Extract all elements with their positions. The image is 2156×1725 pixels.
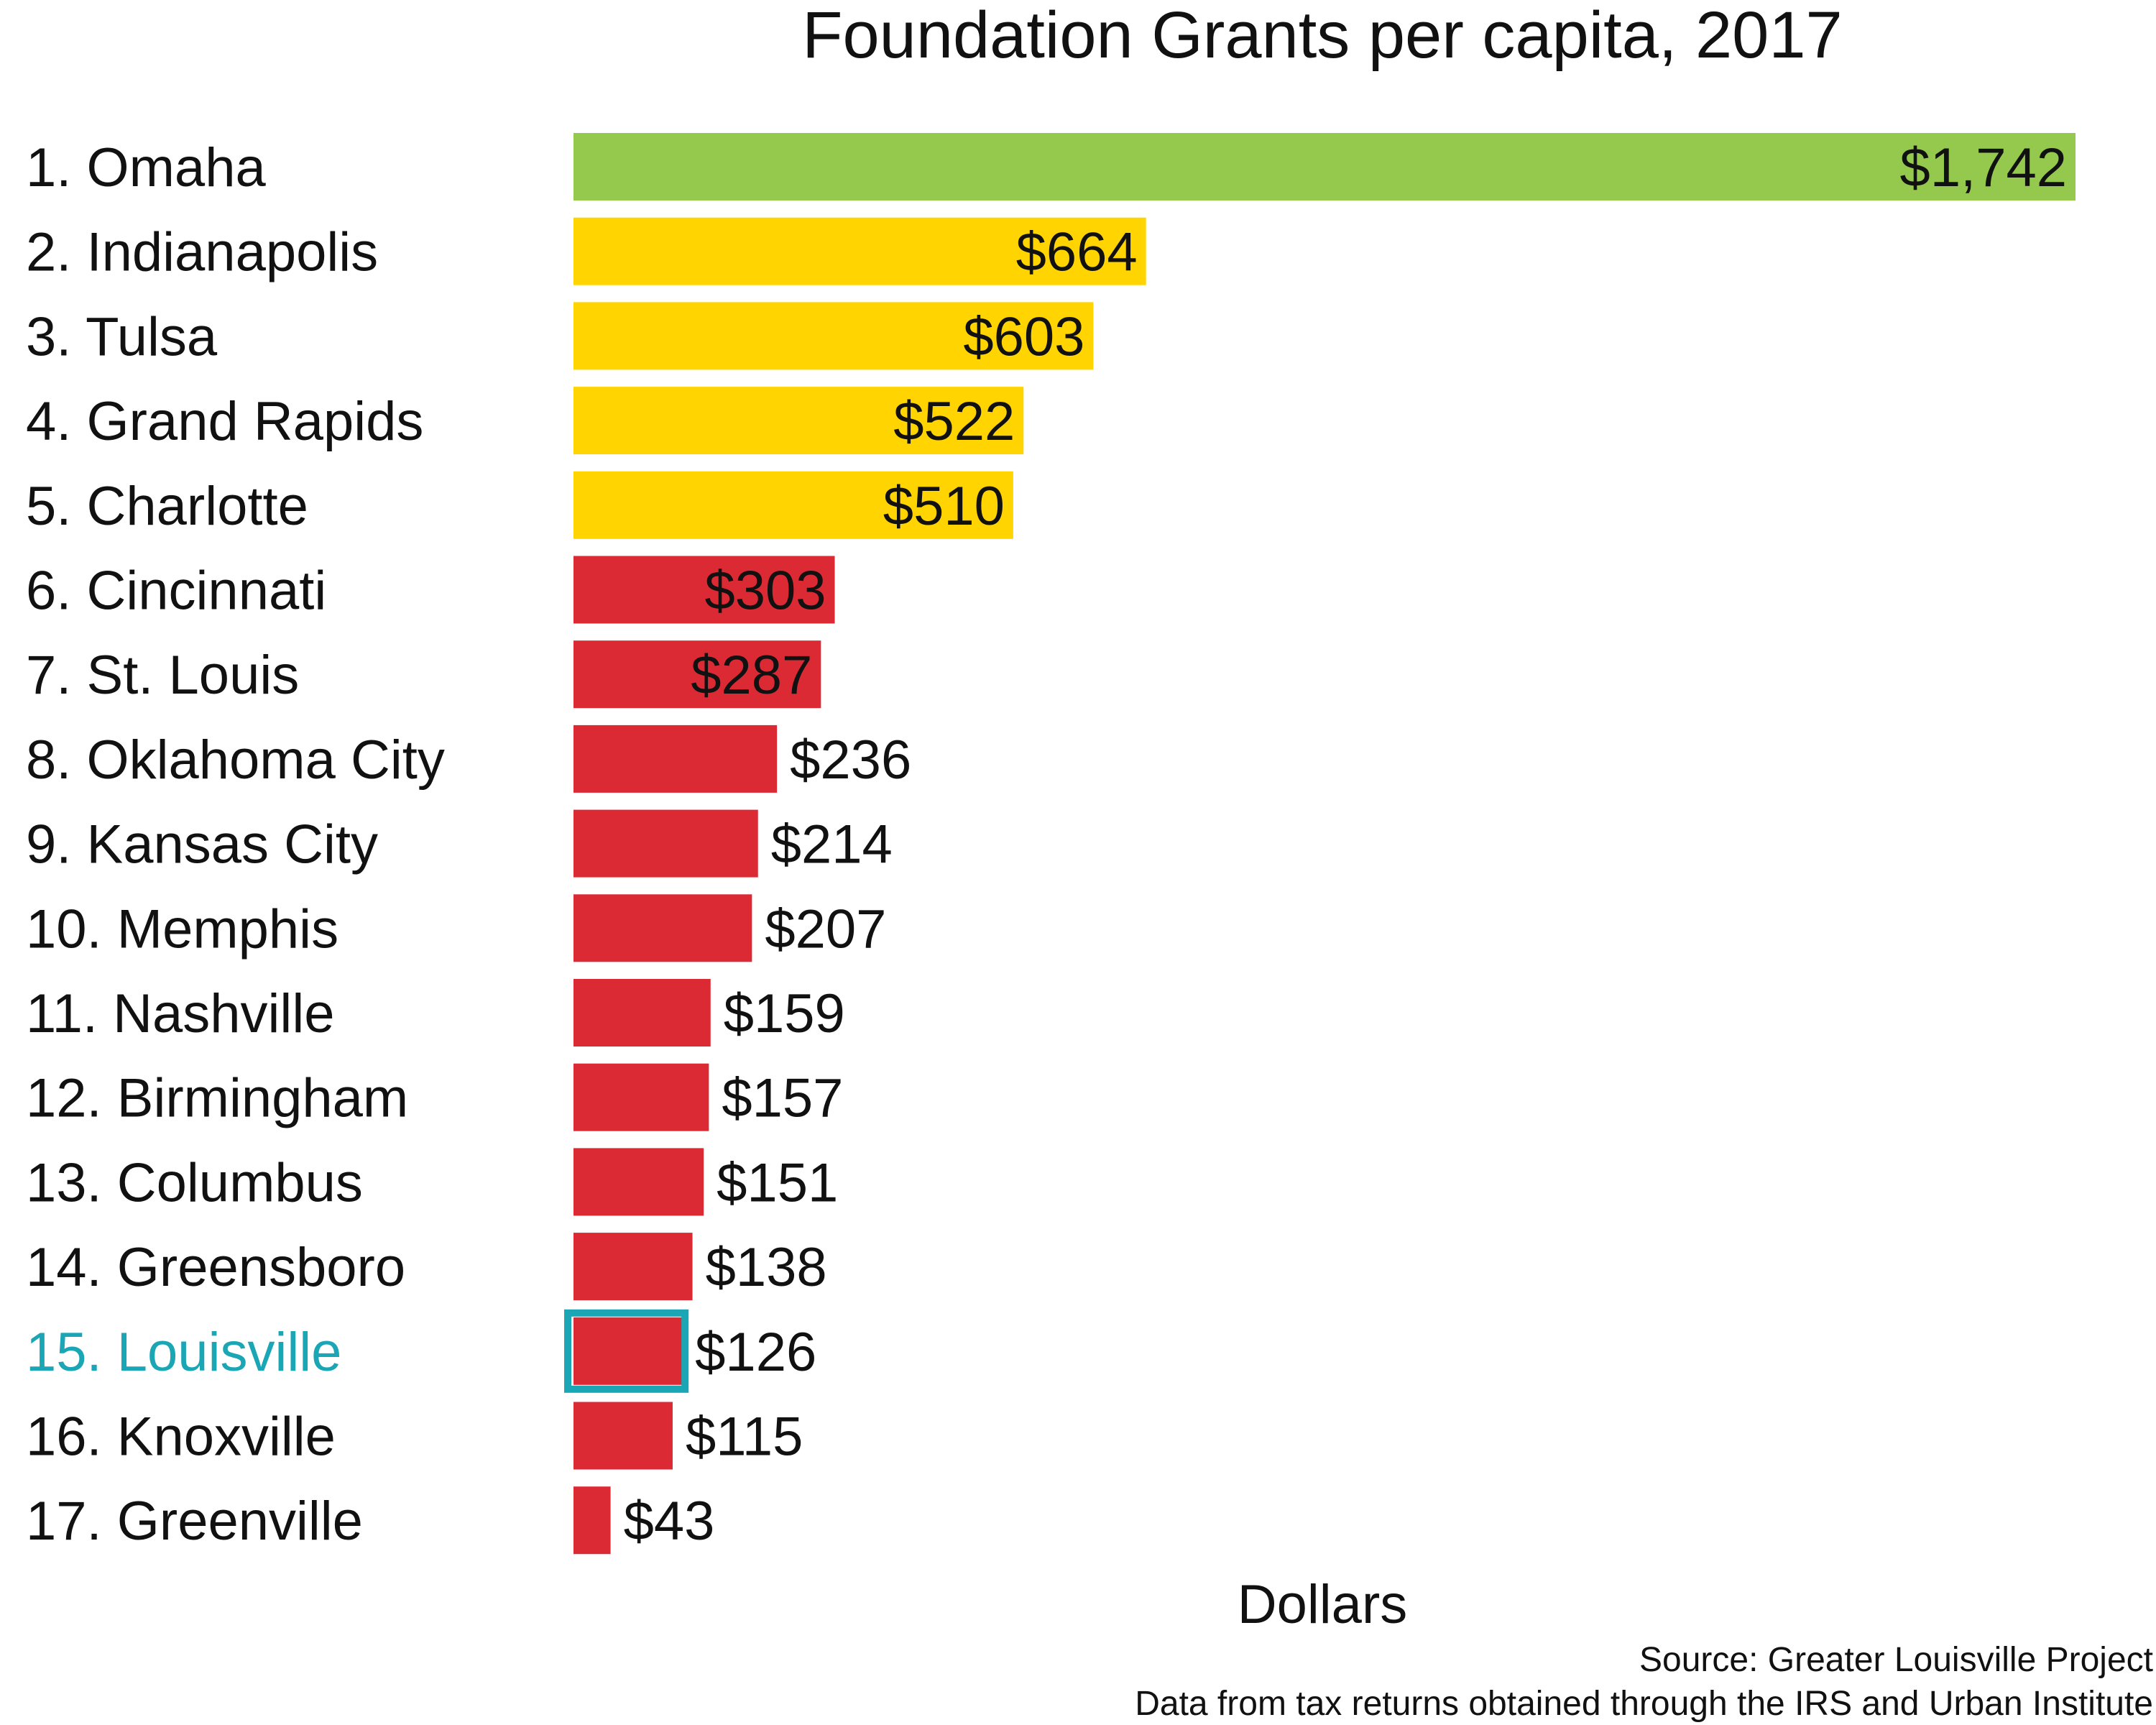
value-label: $522 [893,391,1015,452]
bar [573,640,821,709]
value-label: $138 [706,1237,827,1298]
category-label: 14. Greensboro [26,1237,405,1298]
category-label: 15. Louisville [26,1322,341,1383]
bar [573,1486,611,1555]
bars-layer: 1. Omaha $1,742 2. Indianapolis $664 3. Tuls… [26,133,2076,1555]
bar [573,1402,673,1470]
category-label: 10. Memphis [26,898,338,960]
category-label: 3. Tulsa [26,306,218,367]
value-label: $603 [963,306,1084,367]
category-label: 1. Omaha [26,137,266,198]
source-note: Data from tax returns obtained through t… [1135,1685,2153,1723]
value-label: $43 [624,1491,715,1552]
category-label: 16. Knoxville [26,1407,336,1468]
category-label: 5. Charlotte [26,476,308,537]
category-label: 4. Grand Rapids [26,391,423,452]
x-axis-label: Dollars [1238,1574,1408,1635]
value-label: $151 [717,1152,838,1213]
chart-title: Foundation Grants per capita, 2017 [802,0,1842,72]
value-label: $159 [724,983,845,1044]
category-label: 11. Nashville [26,983,334,1044]
category-label: 7. St. Louis [26,645,299,706]
bar [573,1063,709,1131]
value-label: $236 [790,730,911,791]
bar [573,894,752,962]
category-label: 8. Oklahoma City [26,730,445,791]
value-label: $510 [883,476,1005,537]
bar [573,217,1146,285]
category-label: 13. Columbus [26,1152,363,1213]
bar [573,387,1024,455]
category-label: 2. Indianapolis [26,222,378,283]
value-label: $664 [1016,222,1138,283]
highlight-outline [564,1309,689,1393]
bar [573,724,778,793]
bar [573,1233,693,1301]
category-label: 9. Kansas City [26,814,378,875]
category-label: 17. Greenville [26,1491,363,1552]
bar [573,133,2076,201]
value-label: $214 [771,814,893,875]
bar [573,302,1094,370]
bar [573,1148,704,1216]
category-label: 12. Birmingham [26,1068,408,1129]
bar [573,471,1013,539]
source-line: Source: Greater Louisville Project [1639,1641,2153,1679]
value-label: $287 [691,645,812,706]
bar [573,809,758,878]
bar [573,1317,683,1385]
value-label: $157 [722,1068,843,1129]
value-label: $303 [704,561,826,622]
value-label: $115 [686,1407,803,1468]
value-label: $126 [695,1322,816,1383]
bar [573,556,835,624]
value-label: $1,742 [1900,137,2067,198]
value-label: $207 [765,898,886,960]
bar [573,979,711,1046]
category-label: 6. Cincinnati [26,561,326,622]
